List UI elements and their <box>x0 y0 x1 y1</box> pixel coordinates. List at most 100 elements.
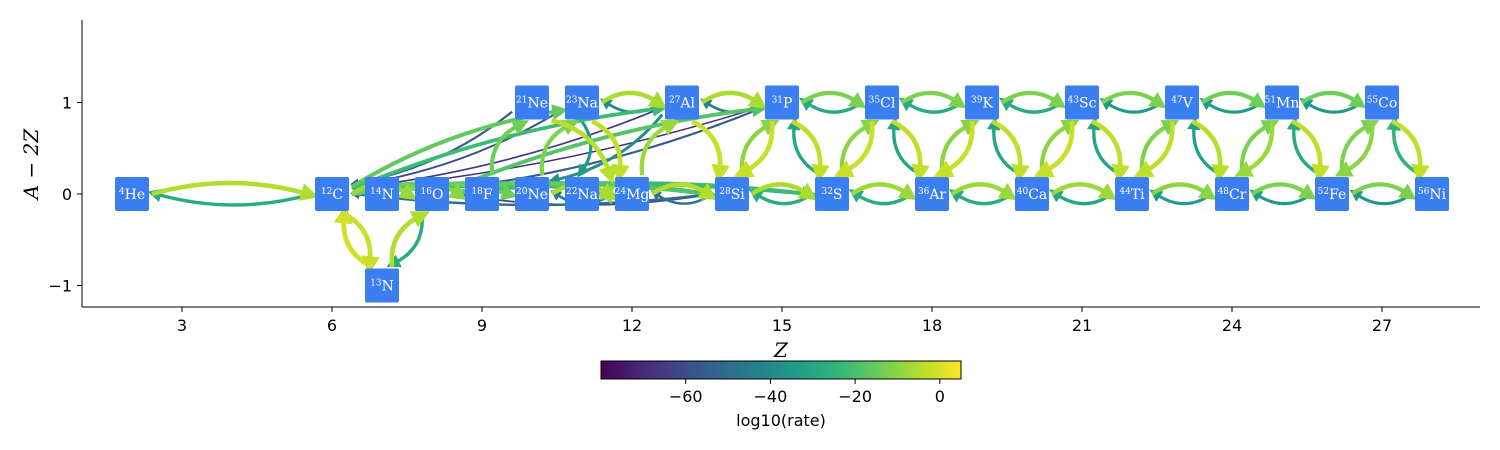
nuclide-node-n14: 14N <box>365 177 399 211</box>
nuclide-node-mg24: 24Mg <box>615 177 650 211</box>
reaction-links <box>147 90 1430 275</box>
nuclide-box <box>965 85 999 120</box>
nuclide-label: 14N <box>370 187 394 203</box>
reaction-link-n13-o16 <box>389 211 430 267</box>
colorbar-gradient <box>600 360 962 380</box>
reaction-link-n13-c12 <box>334 204 373 269</box>
nuclide-node-cl35: 35Cl <box>865 85 899 120</box>
nuclide-box <box>615 177 649 211</box>
nuclide-node-s32: 32S <box>815 177 849 211</box>
nuclide-box <box>1065 85 1099 120</box>
nuclide-box <box>665 85 699 120</box>
reaction-link-p31-si28 <box>733 121 775 177</box>
reaction-link-co55-ni56 <box>1391 119 1430 184</box>
nuclide-label: 51Mn <box>1265 96 1300 112</box>
nuclide-node-fe52: 52Fe <box>1315 177 1349 211</box>
colorbar-tick-label: −20 <box>838 387 872 406</box>
nuclide-label: 48Cr <box>1218 187 1247 203</box>
nuclide-label: 55Co <box>1367 96 1398 112</box>
reaction-link-cl35-p31 <box>798 97 863 114</box>
nuclide-node-na23: 23Na <box>565 85 599 120</box>
reaction-link-v47-ti44 <box>1133 121 1175 177</box>
colorbar: −60 −40 −20 0 log10(rate) <box>600 360 962 430</box>
nuclide-label: 4He <box>119 187 145 203</box>
y-axis-title: A − 2Z <box>19 128 43 202</box>
nuclide-label: 35Cl <box>869 96 896 112</box>
nuclide-node-mn51: 51Mn <box>1265 85 1300 120</box>
reaction-link-fe52-ni56 <box>1350 182 1417 200</box>
reaction-link-sc43-v47 <box>1100 90 1167 109</box>
nuclide-node-sc43: 43Sc <box>1065 85 1099 120</box>
x-axis-title: Z <box>773 338 789 362</box>
nuclide-node-o16: 16O <box>415 177 449 211</box>
reaction-link-na23-na22 <box>577 120 593 178</box>
nuclide-box <box>1165 85 1199 120</box>
nuclide-box <box>515 177 549 211</box>
nuclide-box <box>1215 177 1249 211</box>
y-tick-label: −1 <box>48 277 72 296</box>
x-tick-label: 12 <box>622 316 642 335</box>
reaction-link-cl35-k39 <box>900 90 967 109</box>
reaction-link-ne21-mg24 <box>550 118 617 185</box>
nuclide-label: 16O <box>421 187 444 203</box>
y-ticks: 1 0 −1 <box>48 94 82 296</box>
nuclide-label: 27Al <box>669 96 696 112</box>
reaction-link-cr48-fe52 <box>1250 182 1317 200</box>
nuclide-box <box>865 85 899 120</box>
nuclide-label: 40Ca <box>1017 187 1048 203</box>
axes <box>81 20 1480 308</box>
reaction-link-mg24-si28 <box>650 182 718 201</box>
nuclide-label: 56Ni <box>1418 187 1447 203</box>
reaction-link-p31-c12 <box>352 105 763 192</box>
nuclide-box <box>765 85 799 120</box>
nuclide-node-cr48: 48Cr <box>1215 177 1249 211</box>
reaction-link-f18-ne21 <box>489 120 529 176</box>
reaction-link-sc43-ca40 <box>1033 121 1075 177</box>
nuclide-label: 28Si <box>719 187 745 203</box>
reaction-link-mg24-al27 <box>639 119 680 176</box>
nuclide-box <box>365 177 399 211</box>
reaction-link-co55-fe52 <box>1334 121 1375 177</box>
nuclide-node-ti44: 44Ti <box>1115 177 1149 211</box>
nuclide-label: 44Ti <box>1119 187 1145 203</box>
reaction-link-co55-mn51 <box>1299 98 1363 114</box>
nuclide-label: 24Mg <box>615 187 650 203</box>
nuclide-node-ne21: 21Ne <box>515 85 549 120</box>
nuclide-label: 39K <box>971 96 993 112</box>
reaction-link-ti44-ca40 <box>1049 189 1113 206</box>
reaction-link-mn51-co55 <box>1300 90 1367 109</box>
nuclide-label: 13N <box>370 279 394 295</box>
nuclide-node-ca40: 40Ca <box>1015 177 1049 211</box>
x-tick-label: 24 <box>1222 316 1242 335</box>
colorbar-tick-label: 0 <box>935 387 945 406</box>
reaction-link-s32-si28 <box>748 189 813 206</box>
nuclide-label: 43Sc <box>1068 96 1097 112</box>
reaction-link-k39-ar36 <box>933 121 975 177</box>
nuclide-node-na22: 22Na <box>565 177 599 211</box>
colorbar-label: log10(rate) <box>736 411 826 430</box>
reaction-link-ca40-ti44 <box>1050 182 1118 201</box>
nuclide-node-ne20: 20Ne <box>515 177 549 211</box>
reaction-link-s32-ar36 <box>850 182 918 201</box>
nuclide-label: 20Ne <box>516 187 548 203</box>
nuclide-box <box>565 177 599 211</box>
reaction-link-al27-si28 <box>691 119 730 184</box>
nuclide-box <box>1365 85 1399 120</box>
nuclide-node-si28: 28Si <box>715 177 749 211</box>
x-tick-label: 27 <box>1372 316 1392 335</box>
nuclide-label: 12C <box>321 187 343 203</box>
reaction-link-k39-ca40 <box>991 119 1030 184</box>
y-tick-label: 1 <box>62 94 72 113</box>
nuclide-node-he4: 4He <box>115 177 149 211</box>
nuclide-label: 21Ne <box>516 96 548 112</box>
nuclide-box <box>515 85 549 120</box>
x-tick-label: 9 <box>477 316 487 335</box>
colorbar-tick-label: −60 <box>669 387 703 406</box>
reaction-link-v47-sc43 <box>1099 98 1163 114</box>
reaction-link-sc43-ti44 <box>1091 119 1130 184</box>
nuclide-box <box>115 177 149 211</box>
reaction-link-k39-cl35 <box>898 97 963 114</box>
x-tick-label: 15 <box>772 316 792 335</box>
reaction-link-ti44-cr48 <box>1150 182 1217 201</box>
